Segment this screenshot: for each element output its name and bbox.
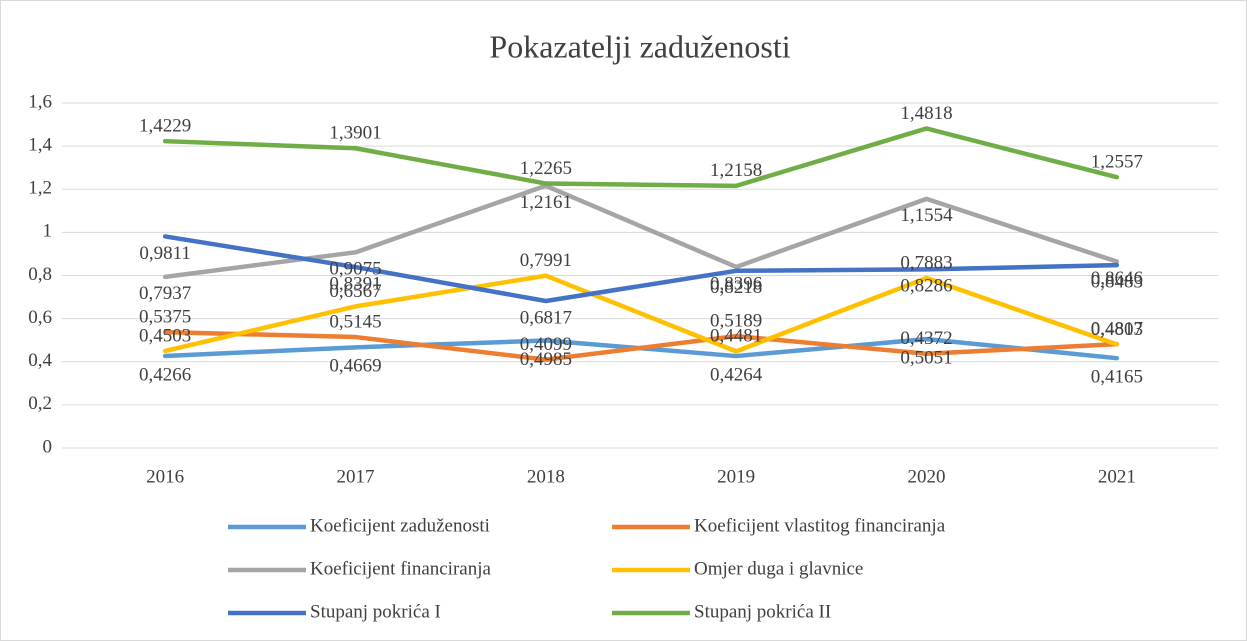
data-label: 0,5145 (329, 311, 381, 332)
legend-label: Koeficijent zaduženosti (310, 515, 490, 536)
y-tick-label: 1,2 (28, 178, 52, 199)
data-label: 0,4669 (329, 356, 381, 377)
data-label: 0,7883 (900, 252, 952, 273)
data-label: 1,1554 (900, 205, 953, 226)
line-series (162, 329, 1120, 362)
data-label: 0,7937 (139, 283, 191, 304)
y-tick-label: 0,4 (28, 350, 52, 371)
data-label: 0,4985 (520, 349, 572, 370)
data-label: 0,4099 (520, 334, 572, 355)
data-label: 0,4264 (710, 364, 763, 385)
data-label: 0,4503 (139, 325, 191, 346)
data-label: 0,4372 (900, 328, 952, 349)
x-tick-label: 2019 (717, 466, 755, 487)
x-tick-label: 2016 (146, 466, 184, 487)
y-tick-label: 0,8 (28, 264, 52, 285)
data-label: 1,2158 (710, 160, 762, 181)
line-series (162, 234, 1120, 304)
data-label: 0,4481 (710, 326, 762, 347)
data-label: 0,4165 (1091, 367, 1143, 388)
y-tick-label: 0,6 (28, 307, 52, 328)
data-label: 0,7991 (520, 250, 572, 271)
data-label: 0,8286 (900, 276, 952, 297)
data-label: 1,2557 (1091, 152, 1143, 173)
data-label: 0,8391 (329, 273, 381, 294)
legend-label: Koeficijent financiranja (310, 558, 492, 579)
x-tick-label: 2018 (527, 466, 565, 487)
y-tick-label: 0,2 (28, 393, 52, 414)
legend-label: Stupanj pokrića I (310, 601, 441, 622)
data-label: 0,4803 (1091, 319, 1143, 340)
data-label: 0,9075 (329, 259, 381, 280)
y-tick-label: 1,6 (28, 91, 52, 112)
legend-label: Stupanj pokrića II (694, 601, 831, 622)
line-series (162, 126, 1120, 189)
data-label: 0,8396 (710, 273, 762, 294)
data-label: 0,8218 (710, 277, 762, 298)
data-label: 0,9811 (139, 243, 191, 264)
data-label: 0,6817 (520, 307, 572, 328)
x-tick-label: 2020 (908, 466, 946, 487)
y-tick-label: 1 (43, 221, 53, 242)
y-tick-label: 1,4 (28, 134, 52, 155)
line-series (162, 273, 1120, 354)
data-label: 0,8646 (1091, 268, 1143, 289)
data-label: 0,5375 (139, 306, 191, 327)
data-label: 1,4229 (139, 116, 191, 137)
data-label: 0,8483 (1091, 271, 1143, 292)
legend-label: Koeficijent vlastitog financiranja (694, 515, 946, 536)
y-tick-label: 0 (43, 436, 53, 457)
data-label: 0,5051 (900, 347, 952, 368)
data-label: 0,6567 (329, 281, 381, 302)
data-label: 1,3901 (329, 123, 381, 144)
x-tick-label: 2017 (337, 466, 375, 487)
data-label: 1,4818 (900, 103, 952, 124)
data-label: 0,5189 (710, 310, 762, 331)
line-series (162, 183, 1120, 280)
data-label: 0,4266 (139, 364, 191, 385)
legend-label: Omjer duga i glavnice (694, 558, 863, 579)
data-label: 1,2265 (520, 158, 572, 179)
chart-title: Pokazatelji zaduženosti (489, 28, 790, 64)
data-label: 0,4817 (1091, 318, 1143, 339)
x-tick-label: 2021 (1098, 466, 1136, 487)
data-label: 1,2161 (520, 192, 572, 213)
